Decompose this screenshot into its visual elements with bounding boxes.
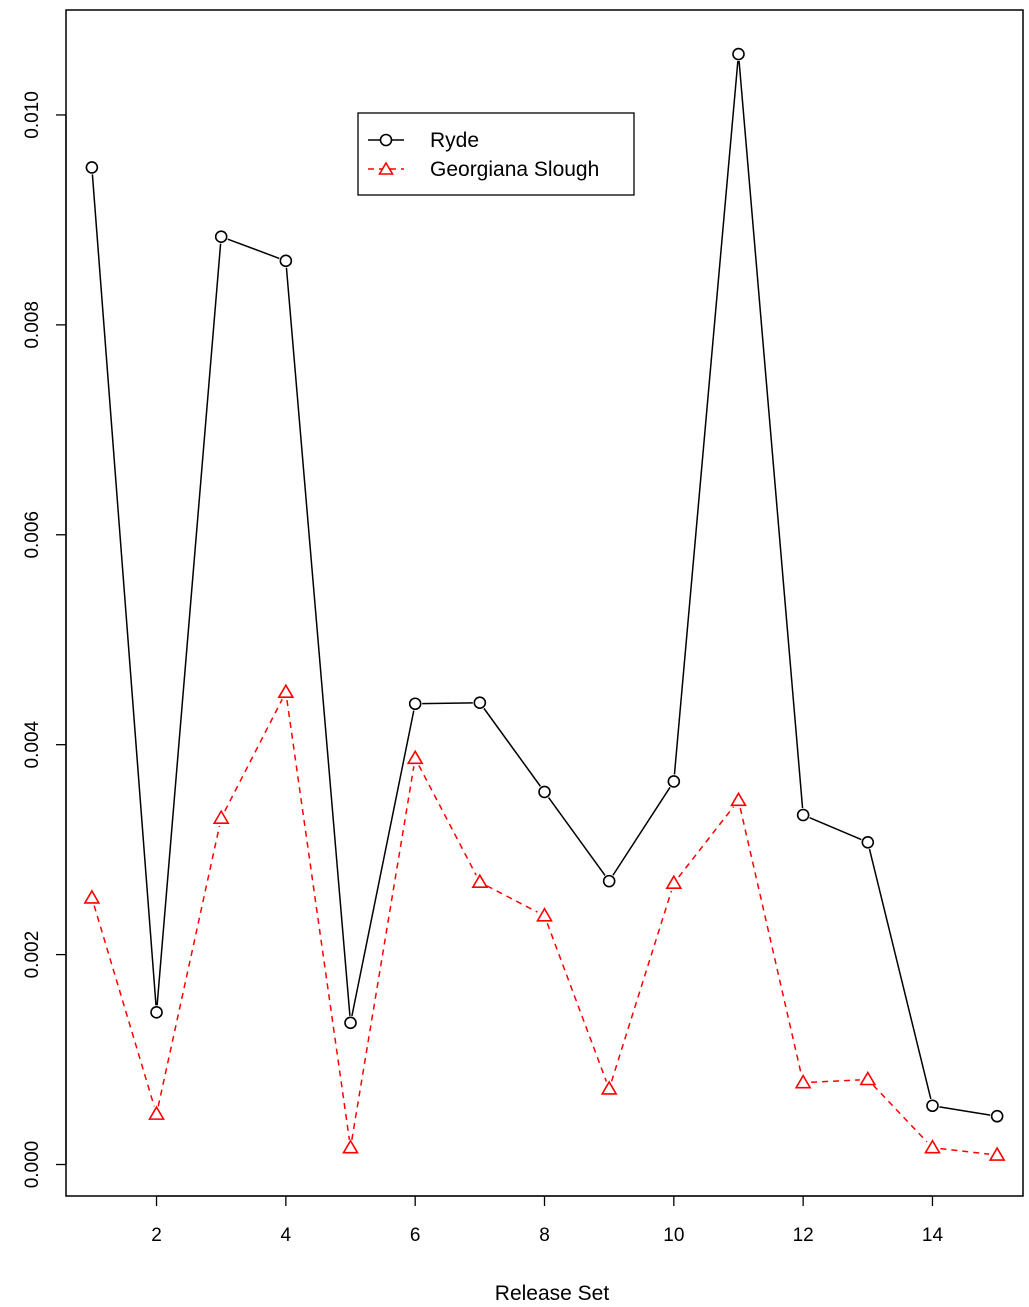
series-0-point	[279, 254, 293, 268]
series-1-segment	[811, 1079, 860, 1084]
series-0-point	[796, 808, 810, 822]
series-0-point	[667, 775, 681, 788]
y-tick-label: 0.008	[22, 301, 43, 349]
legend-georgiana-label: Georgiana Slough	[430, 158, 599, 181]
series-1-segment	[224, 698, 283, 812]
series-1-segment	[739, 807, 803, 1076]
series-1-point	[600, 1080, 618, 1095]
series-0	[85, 47, 1004, 1123]
series-0-segment	[612, 786, 671, 876]
series-1-point	[536, 907, 553, 922]
series-1-segment	[610, 890, 673, 1082]
series-1-segment	[486, 885, 538, 913]
series-0-point	[538, 785, 551, 799]
y-ticks: 0.000 0.002 0.004 0.006 0.008 0.010	[22, 91, 66, 1188]
legend-georgiana-marker	[378, 161, 394, 175]
series-0-segment	[939, 1106, 991, 1116]
series-0-point	[150, 1006, 163, 1019]
series-0-point	[344, 1016, 357, 1030]
legend-ryde-marker	[379, 133, 393, 147]
series-1	[83, 683, 1006, 1161]
series-1-point	[794, 1074, 812, 1089]
series-0-segment	[548, 797, 606, 876]
series-0-segment	[673, 60, 739, 775]
x-tick-label: 10	[663, 1225, 684, 1246]
series-1-point	[212, 809, 230, 824]
series-1-segment	[351, 766, 415, 1140]
series-1-point	[730, 791, 747, 807]
series-0-segment	[227, 238, 280, 260]
series-0-point	[214, 230, 228, 244]
series-1-point	[924, 1139, 941, 1154]
x-axis-title: Release Set	[495, 1282, 610, 1305]
series-0-segment	[738, 60, 804, 809]
series-1-point	[83, 889, 101, 904]
y-tick-label: 0.010	[22, 91, 43, 139]
legend-ryde-label: Ryde	[430, 129, 479, 152]
series-1-point	[471, 873, 489, 888]
series-1-point	[665, 874, 683, 890]
x-tick-label: 12	[793, 1225, 814, 1246]
y-tick-label: 0.000	[22, 1141, 43, 1189]
y-tick-label: 0.006	[22, 511, 43, 559]
x-tick-label: 14	[922, 1225, 944, 1246]
series-1-segment	[93, 905, 155, 1107]
series-0-segment	[285, 267, 351, 1016]
series-0-point	[85, 161, 99, 174]
series-0-point	[861, 835, 875, 849]
y-tick-label: 0.004	[22, 720, 43, 768]
series-1-point	[406, 749, 424, 765]
series-0-segment	[483, 707, 541, 787]
series-0-point	[926, 1099, 939, 1113]
series-0-point	[408, 697, 422, 711]
series-0-point	[990, 1109, 1004, 1123]
x-ticks: 2 4 6 8 10 12 14	[151, 1196, 943, 1246]
series-1-point	[859, 1070, 877, 1086]
series-1-segment	[546, 923, 608, 1082]
series-0-segment	[809, 817, 862, 841]
series-1-segment	[872, 1084, 928, 1143]
series-1-segment	[678, 806, 735, 878]
x-tick-label: 2	[151, 1225, 162, 1246]
x-tick-label: 6	[410, 1225, 421, 1246]
series-1-point	[988, 1146, 1006, 1161]
series-1-point	[148, 1105, 165, 1120]
series-1-segment	[286, 700, 351, 1140]
series-1-segment	[418, 765, 477, 876]
x-tick-label: 4	[281, 1225, 292, 1246]
series-0-segment	[422, 702, 473, 705]
series-0-segment	[91, 174, 157, 1006]
series-1-point	[277, 683, 295, 699]
series-0-point	[473, 696, 487, 710]
series-0-segment	[156, 243, 222, 1006]
y-axis: 0.000 0.002 0.004 0.006 0.008 0.010	[22, 91, 67, 1188]
series-0-segment	[351, 710, 415, 1017]
legend: Ryde Georgiana Slough	[357, 112, 635, 196]
y-tick-label: 0.002	[22, 931, 43, 979]
x-axis: 2 4 6 8 10 12 14	[151, 1195, 943, 1246]
series-1-point	[342, 1139, 359, 1154]
series-0-point	[602, 874, 616, 888]
series-layer	[83, 47, 1006, 1161]
legend-box	[357, 112, 635, 196]
series-0-point	[732, 47, 745, 61]
x-tick-label: 8	[539, 1225, 550, 1246]
series-0-segment	[868, 848, 932, 1100]
series-1-segment	[940, 1147, 990, 1155]
series-1-segment	[157, 825, 221, 1107]
